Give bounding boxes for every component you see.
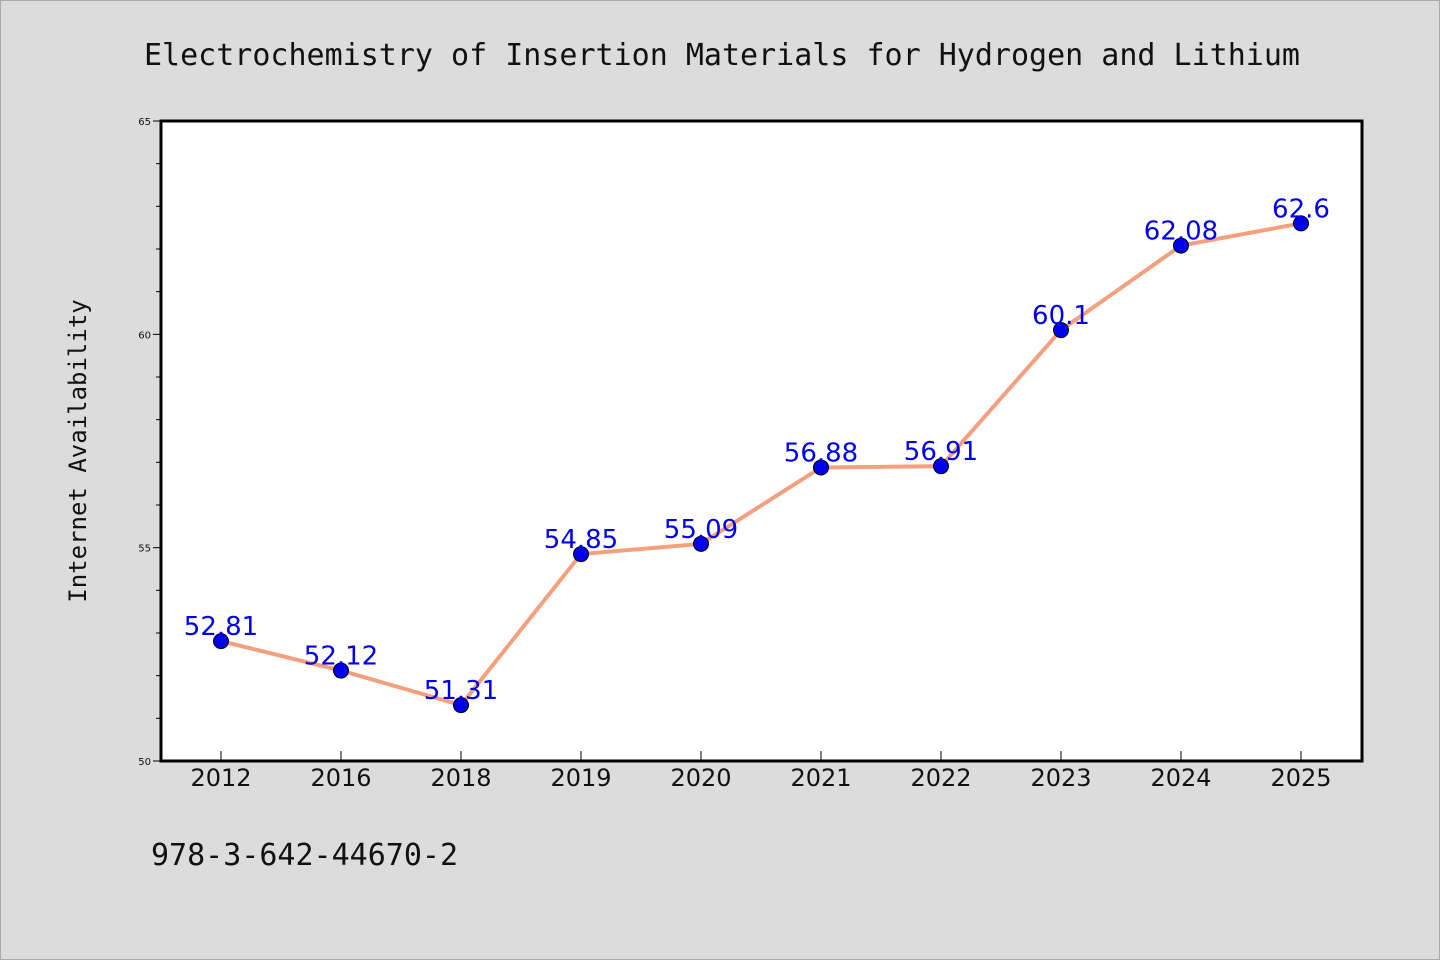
data-point-marker [1173, 237, 1189, 254]
data-point-marker [1293, 215, 1309, 232]
data-point-marker [213, 633, 229, 650]
y-axis: 50 55 60 65 [138, 117, 161, 768]
y-axis-label: Internet Availability [64, 299, 92, 602]
data-point-marker [693, 535, 709, 552]
data-point-marker [573, 546, 589, 563]
data-point-marker [813, 459, 829, 476]
data-markers [213, 215, 1309, 714]
x-tick-label: 2012 [190, 764, 251, 792]
chart-title: Electrochemistry of Insertion Materials … [144, 38, 1300, 73]
data-label: 52.81 [184, 612, 258, 642]
x-tick-label: 2016 [310, 764, 371, 792]
x-tick-label: 2025 [1270, 764, 1331, 792]
data-label: 56.88 [784, 438, 858, 468]
data-label: 56.91 [904, 437, 978, 467]
data-labels: 52.81 52.12 51.31 54.85 55.09 56.88 56.91 60.1 6… [184, 194, 1330, 706]
series-line [220, 221, 1302, 708]
data-point-marker [1053, 322, 1069, 339]
x-tick-label: 2023 [1030, 764, 1091, 792]
data-label: 55.09 [664, 515, 738, 545]
data-label: 52.12 [304, 642, 378, 672]
x-tick-label: 2018 [430, 764, 491, 792]
y-tick-label: 50 [138, 757, 151, 768]
data-label: 60.1 [1032, 301, 1090, 331]
footer-isbn: 978-3-642-44670-2 [151, 838, 458, 873]
data-label: 62.08 [1144, 217, 1218, 247]
plot-area [159, 119, 1364, 763]
data-point-marker [333, 662, 349, 679]
x-tick-label: 2021 [790, 764, 851, 792]
data-label: 62.6 [1272, 194, 1330, 224]
y-tick-label: 65 [138, 117, 151, 128]
x-tick-label: 2020 [670, 764, 731, 792]
data-point-marker [453, 697, 469, 714]
y-tick-label: 55 [138, 544, 151, 555]
data-label: 54.85 [544, 525, 618, 555]
y-tick-label: 60 [138, 330, 151, 341]
x-axis: 2012 2016 2018 2019 2020 2021 2022 2023 2024 2025 [190, 751, 1332, 792]
x-tick-label: 2022 [910, 764, 971, 792]
x-tick-label: 2019 [550, 764, 611, 792]
data-label: 51.31 [424, 676, 498, 706]
data-point-marker [933, 458, 949, 475]
x-tick-label: 2024 [1150, 764, 1211, 792]
